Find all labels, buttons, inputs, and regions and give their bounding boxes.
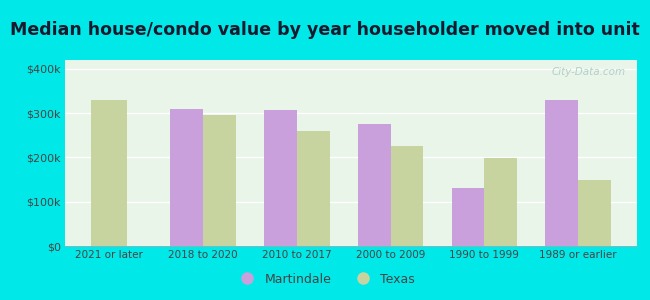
Bar: [484, 158, 517, 246]
Bar: [170, 109, 203, 246]
Bar: [296, 131, 330, 246]
Bar: [203, 116, 236, 246]
Legend: Martindale, Texas: Martindale, Texas: [230, 268, 420, 291]
Bar: [91, 100, 127, 246]
Bar: [358, 124, 391, 246]
Bar: [264, 110, 296, 246]
Bar: [578, 180, 611, 246]
Bar: [545, 100, 578, 246]
Text: City-Data.com: City-Data.com: [551, 68, 625, 77]
Bar: [452, 188, 484, 246]
Text: Median house/condo value by year householder moved into unit: Median house/condo value by year househo…: [10, 21, 640, 39]
Bar: [391, 146, 423, 246]
